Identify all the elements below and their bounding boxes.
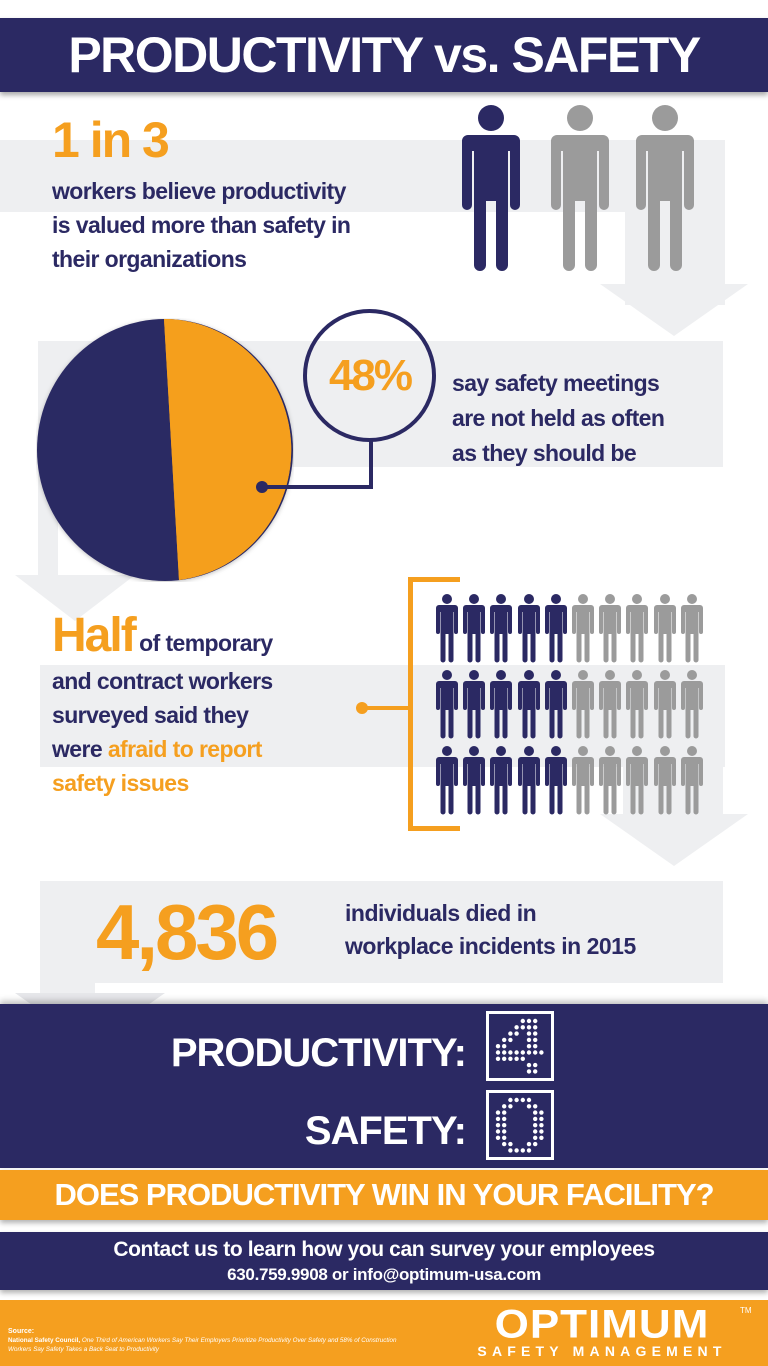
stat-highlight-text: safety issues bbox=[52, 770, 189, 796]
callout-connector bbox=[262, 485, 373, 489]
dot-matrix-digit-4-icon bbox=[495, 1018, 544, 1074]
person-icon-highlighted bbox=[544, 670, 567, 740]
page-title: PRODUCTIVITY vs. SAFETY bbox=[68, 27, 701, 83]
person-icon-highlighted bbox=[436, 746, 458, 816]
stat-fatalities-text: individuals died in workplace incidents … bbox=[345, 897, 725, 963]
person-icon-highlighted bbox=[463, 670, 486, 740]
down-arrow-icon bbox=[600, 814, 748, 866]
scoreboard bbox=[0, 1004, 768, 1168]
stat-highlight-text: afraid to report bbox=[107, 736, 263, 762]
person-icon-highlighted bbox=[490, 746, 513, 816]
person-icon-highlighted bbox=[517, 594, 540, 664]
person-icon-highlighted bbox=[544, 594, 567, 664]
down-arrow-icon bbox=[15, 575, 135, 621]
person-icon-highlighted bbox=[436, 670, 458, 740]
stat-text-line: workers believe productivity bbox=[52, 178, 346, 204]
person-icon bbox=[599, 594, 622, 664]
stat-text-line: surveyed said they bbox=[52, 702, 249, 728]
person-icon bbox=[626, 746, 649, 816]
productivity-score-display: 4 bbox=[486, 1011, 554, 1081]
stat-text-line: and contract workers bbox=[52, 668, 273, 694]
callout-dot bbox=[256, 481, 268, 493]
stat-fatalities-number: 4,836 bbox=[96, 888, 279, 976]
person-icon-highlighted bbox=[490, 594, 513, 664]
people-grid bbox=[436, 594, 708, 818]
stat-text-line: are not held as often bbox=[452, 405, 665, 431]
background-band-4 bbox=[40, 881, 723, 983]
dot-matrix-digit-0-icon bbox=[495, 1097, 544, 1153]
stat-text-prefix: were bbox=[52, 736, 108, 762]
person-icon-highlighted bbox=[544, 746, 567, 816]
stat-text-line: is valued more than safety in bbox=[52, 212, 351, 238]
bracket bbox=[408, 577, 460, 831]
person-icon-highlighted bbox=[517, 670, 540, 740]
source-organization: National Safety Council, bbox=[8, 1337, 81, 1344]
bracket-connector bbox=[362, 706, 408, 710]
pie-chart bbox=[36, 318, 294, 582]
person-icon bbox=[680, 594, 703, 664]
person-icon bbox=[680, 670, 703, 740]
source-citation: National Safety Council, One Third of Am… bbox=[8, 1336, 408, 1354]
person-icon bbox=[653, 670, 676, 740]
trademark-symbol: TM bbox=[740, 1306, 752, 1315]
stat-temp-workers-text: Half of temporary and contract workers s… bbox=[52, 608, 372, 800]
person-icon bbox=[653, 594, 676, 664]
down-arrow-icon bbox=[600, 284, 748, 336]
stat-lead-text: of temporary bbox=[139, 630, 273, 656]
safety-label: SAFETY: bbox=[304, 1109, 467, 1153]
person-icon-highlighted bbox=[490, 670, 513, 740]
stat-text-line: say safety meetings bbox=[452, 370, 660, 396]
person-icon bbox=[626, 594, 649, 664]
person-icon bbox=[551, 105, 609, 271]
background-band-4-stem bbox=[40, 881, 95, 1005]
stat-safety-meetings-number: 48% bbox=[328, 351, 413, 400]
stat-text-line: as they should be bbox=[452, 440, 637, 466]
stat-text-line: Half of temporary bbox=[52, 608, 372, 664]
source-label: Source: bbox=[8, 1328, 35, 1335]
person-icon bbox=[572, 746, 594, 816]
title-bar: PRODUCTIVITY vs. SAFETY bbox=[0, 18, 768, 92]
safety-score-display: 0 bbox=[486, 1090, 554, 1160]
stat-text-line: individuals died in bbox=[345, 900, 537, 926]
person-icon bbox=[626, 670, 649, 740]
person-icon bbox=[636, 105, 694, 271]
contact-details[interactable]: 630.759.9908 or info@optimum-usa.com bbox=[227, 1265, 541, 1284]
stat-text-line: workplace incidents in 2015 bbox=[345, 933, 636, 959]
footer: Source: National Safety Council, One Thi… bbox=[0, 1300, 768, 1366]
person-icon-highlighted bbox=[436, 594, 458, 664]
source-title: One Third of American Workers Say Their … bbox=[8, 1337, 397, 1353]
callout-connector bbox=[369, 441, 373, 489]
stat-text-line: were afraid to report bbox=[52, 732, 372, 766]
stat-one-in-three-number: 1 in 3 bbox=[52, 112, 170, 168]
person-icon-highlighted bbox=[463, 746, 486, 816]
stat-safety-meetings-text: say safety meetings are not held as ofte… bbox=[452, 366, 722, 471]
stat-text-line: their organizations bbox=[52, 246, 247, 272]
productivity-label: PRODUCTIVITY: bbox=[170, 1031, 467, 1075]
bracket-dot bbox=[356, 702, 368, 714]
company-logo: OPTIMUM bbox=[494, 1302, 710, 1347]
person-icon bbox=[680, 746, 703, 816]
person-icon-highlighted bbox=[463, 594, 486, 664]
company-logo-subtitle: SAFETY MANAGEMENT bbox=[477, 1343, 727, 1359]
question-text: DOES PRODUCTIVITY WIN IN YOUR FACILITY? bbox=[54, 1177, 714, 1212]
question-banner: DOES PRODUCTIVITY WIN IN YOUR FACILITY? bbox=[0, 1170, 768, 1220]
person-icon bbox=[572, 670, 594, 740]
person-icon-highlighted bbox=[517, 746, 540, 816]
contact-headline: Contact us to learn how you can survey y… bbox=[113, 1238, 655, 1261]
person-icon-highlighted bbox=[462, 105, 520, 271]
person-icon bbox=[599, 670, 622, 740]
down-arrow-icon bbox=[15, 993, 165, 1007]
person-icon bbox=[599, 746, 622, 816]
callout-circle bbox=[303, 309, 436, 442]
stat-temp-workers-number: Half bbox=[52, 609, 137, 662]
person-icon bbox=[653, 746, 676, 816]
person-icon bbox=[572, 594, 594, 664]
stat-one-in-three-text: workers believe productivity is valued m… bbox=[52, 174, 432, 276]
contact-banner: Contact us to learn how you can survey y… bbox=[0, 1232, 768, 1290]
